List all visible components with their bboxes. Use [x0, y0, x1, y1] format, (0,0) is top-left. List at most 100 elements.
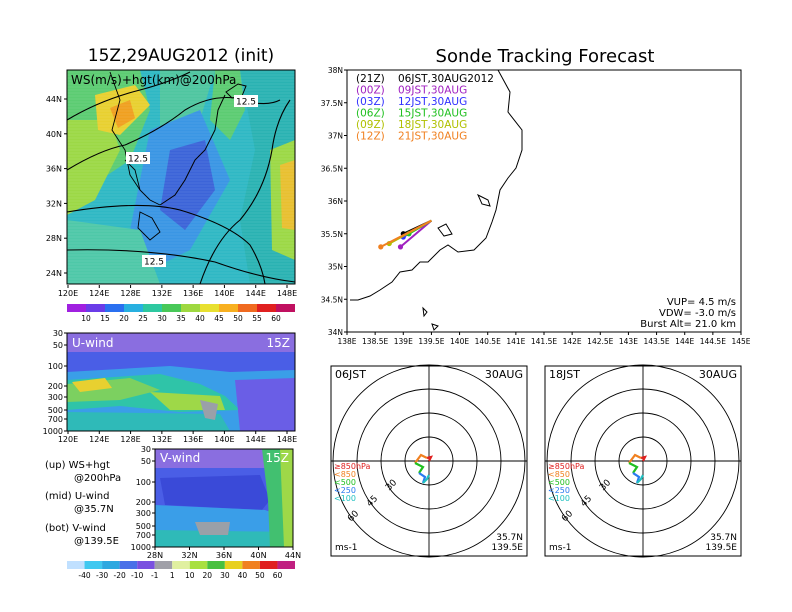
v-x-axis: 28N 32N 36N 40N 44N: [147, 547, 301, 560]
colorbar-label: 50: [255, 571, 265, 580]
hodo-date: 30AUG: [485, 368, 523, 381]
right-title: Sonde Tracking Forecast: [436, 46, 655, 67]
hodo-legend-item: ≥850hPa: [334, 462, 371, 471]
vdw-text: VDW= -3.0 m/s: [659, 308, 736, 319]
x-tick-label: 28N: [147, 551, 163, 560]
y-tick-label: 28N: [46, 234, 62, 243]
colorbar-label: 40: [238, 571, 248, 580]
landing-point: [397, 244, 404, 250]
legend-jst: 06JST,30AUG2012: [398, 73, 494, 85]
colorbar-swatch: [259, 561, 278, 569]
colorbar-label: 60: [273, 571, 283, 580]
colorbar-swatch: [219, 304, 238, 312]
v-panel-label: V-wind: [160, 451, 200, 465]
track-series: [378, 219, 433, 250]
colorbar-label: -1: [151, 571, 159, 580]
colorbar-label: 25: [138, 314, 148, 323]
colorbar-swatch: [162, 304, 181, 312]
u-panel-time: 15Z: [267, 336, 291, 350]
colorbar-swatch: [277, 561, 295, 569]
colorbar-label: 45: [214, 314, 224, 323]
colorbar-swatch: [154, 561, 173, 569]
legend-jst: 12JST,30AUG: [398, 96, 467, 108]
y-tick-label: 300: [48, 393, 63, 402]
contour-label: 12.5: [128, 155, 148, 165]
colorbar-swatch: [124, 304, 143, 312]
coastline-taiwan: [137, 211, 161, 241]
x-tick-label: 40N: [250, 551, 266, 560]
ws-colorbar: 10 15 20 25 30 35 40 45 50 55 60: [67, 304, 295, 323]
hodo-legend-item: ≥850hPa: [548, 462, 585, 471]
map-frame: [66, 69, 296, 285]
legend-utc: (12Z): [356, 131, 385, 143]
hodo-trace: [628, 453, 642, 464]
x-tick-label: 128E: [120, 289, 140, 298]
colorbar-swatch: [181, 304, 200, 312]
colorbar-label: 50: [233, 314, 243, 323]
colorbar-swatch: [143, 304, 162, 312]
x-tick-label: 138.5E: [362, 337, 388, 346]
hodo-lat: 35.7N: [710, 533, 737, 543]
note-bot-line2: @139.5E: [74, 536, 119, 547]
x-tick-label: 140E: [214, 435, 234, 444]
x-tick-label: 132E: [152, 435, 172, 444]
legend-jst: 15JST,30AUG: [398, 108, 467, 120]
colorbar-label: 60: [271, 314, 281, 323]
hodo-lon: 139.5E: [706, 543, 738, 553]
coastline-korea: [124, 159, 161, 206]
legend-utc: (00Z): [356, 85, 385, 97]
colorbar-swatch: [119, 561, 138, 569]
coastline-hokkaido: [225, 83, 247, 99]
legend-jst: 18JST,30AUG: [398, 119, 467, 131]
colorbar-label: 35: [176, 314, 186, 323]
x-tick-label: 145E: [731, 337, 750, 346]
x-tick-label: 120E: [58, 289, 78, 298]
colorbar-swatch: [86, 304, 105, 312]
y-tick-label: 30: [53, 329, 63, 338]
wind-colorbar: -40 -30 -20 -10 -1 1 10 20 30 40 50 60: [67, 561, 295, 580]
track-map-frame: [346, 69, 742, 333]
x-tick-label: 120E: [58, 435, 78, 444]
colorbar-label: -40: [78, 571, 90, 580]
x-tick-label: 136E: [183, 289, 203, 298]
x-tick-label: 139.5E: [418, 337, 444, 346]
hodo-legend-item: <100: [334, 494, 356, 503]
colorbar-swatch: [242, 561, 260, 569]
burst-text: Burst Alt= 21.0 km: [640, 319, 736, 330]
y-tick-label: 37.5N: [321, 99, 343, 108]
x-tick-label: 142.5E: [587, 337, 613, 346]
contour-label: 12.5: [144, 258, 164, 268]
y-tick-label: 200: [136, 498, 151, 507]
hodo-legend-item: <100: [548, 494, 570, 503]
x-tick-label: 36N: [216, 551, 232, 560]
x-tick-label: 141E: [506, 337, 525, 346]
y-tick-label: 200: [48, 382, 63, 391]
hodo-time: 18JST: [549, 368, 580, 381]
x-tick-label: 132E: [152, 289, 172, 298]
y-tick-label: 100: [48, 362, 63, 371]
x-tick-label: 148E: [277, 289, 297, 298]
y-tick-label: 36N: [46, 165, 62, 174]
legend-utc: (09Z): [356, 119, 385, 131]
x-tick-label: 32N: [181, 551, 197, 560]
colorbar-swatch: [276, 304, 295, 312]
colorbar-label: 10: [81, 314, 91, 323]
hodo-lat: 35.7N: [496, 533, 523, 543]
colorbar-swatch: [84, 561, 103, 569]
legend-utc: (06Z): [356, 108, 385, 120]
v-wind-section: [155, 449, 293, 547]
colorbar-swatch: [102, 561, 120, 569]
hodo-legend-item: <500: [548, 478, 570, 487]
colorbar-label: -30: [96, 571, 108, 580]
colorbar-label: 30: [220, 571, 230, 580]
x-tick-label: 124E: [89, 435, 109, 444]
colorbar-swatch: [200, 304, 219, 312]
y-tick-label: 35N: [328, 263, 343, 272]
contour-label: 12.5: [236, 98, 256, 108]
colorbar-swatch: [257, 304, 276, 312]
colorbar-label: -20: [113, 571, 125, 580]
